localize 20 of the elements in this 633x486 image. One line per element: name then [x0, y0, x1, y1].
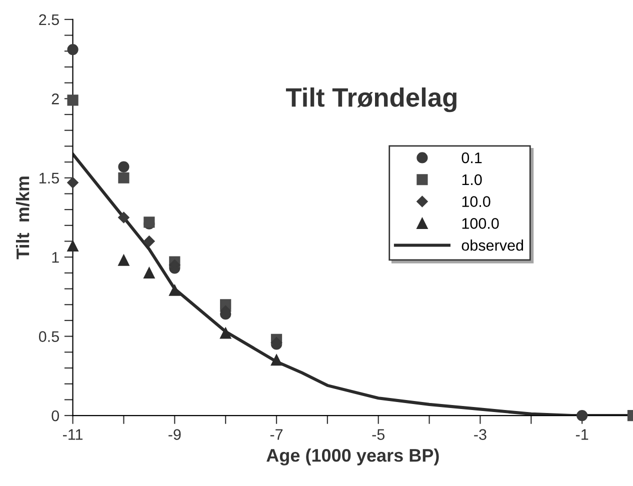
x-tick-label: -11 — [62, 429, 83, 440]
y-tick-label: 1 — [52, 252, 59, 263]
y-axis-title: Tilt m/km — [16, 176, 30, 260]
x-tick-label: -3 — [474, 429, 486, 440]
y-tick-label: 1.5 — [40, 172, 59, 184]
y-tick-label: 2 — [52, 94, 59, 104]
legend-label: 1.0 — [462, 174, 482, 186]
y-tick-label: 2.5 — [39, 14, 59, 26]
x-tick-label: -5 — [372, 429, 385, 440]
y-tick-label: 0 — [52, 410, 60, 422]
legend-label: 100.0 — [462, 218, 499, 229]
legend-label: 0.1 — [462, 152, 482, 164]
x-axis-title: Age (1000 years BP) — [266, 448, 439, 466]
x-tick-label: -1 — [576, 429, 588, 440]
legend-label: 10.0 — [462, 196, 490, 207]
y-tick-label: 0.5 — [38, 331, 59, 342]
x-tick-label: -9 — [168, 429, 181, 440]
text: Tilt Trøndelag — [286, 87, 456, 112]
x-tick-label: -7 — [270, 429, 283, 440]
legend-label: observed — [462, 240, 524, 251]
